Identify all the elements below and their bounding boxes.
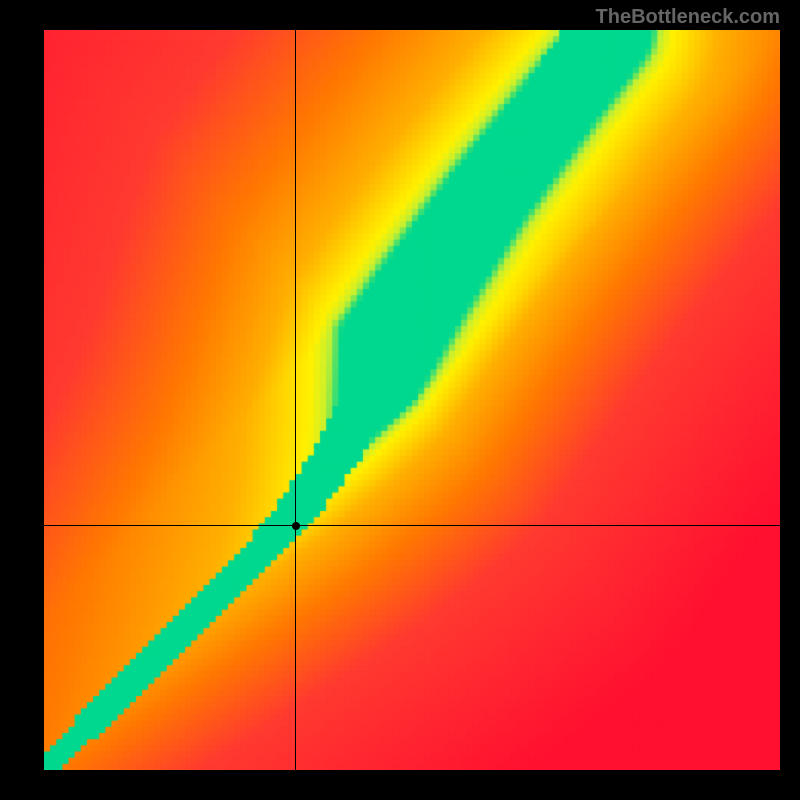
crosshair-marker xyxy=(292,522,300,530)
watermark-text: TheBottleneck.com xyxy=(596,6,780,29)
crosshair-vertical xyxy=(295,30,296,770)
crosshair-horizontal xyxy=(44,525,780,526)
chart-container: TheBottleneck.com xyxy=(0,0,800,800)
bottleneck-heatmap xyxy=(44,30,780,770)
